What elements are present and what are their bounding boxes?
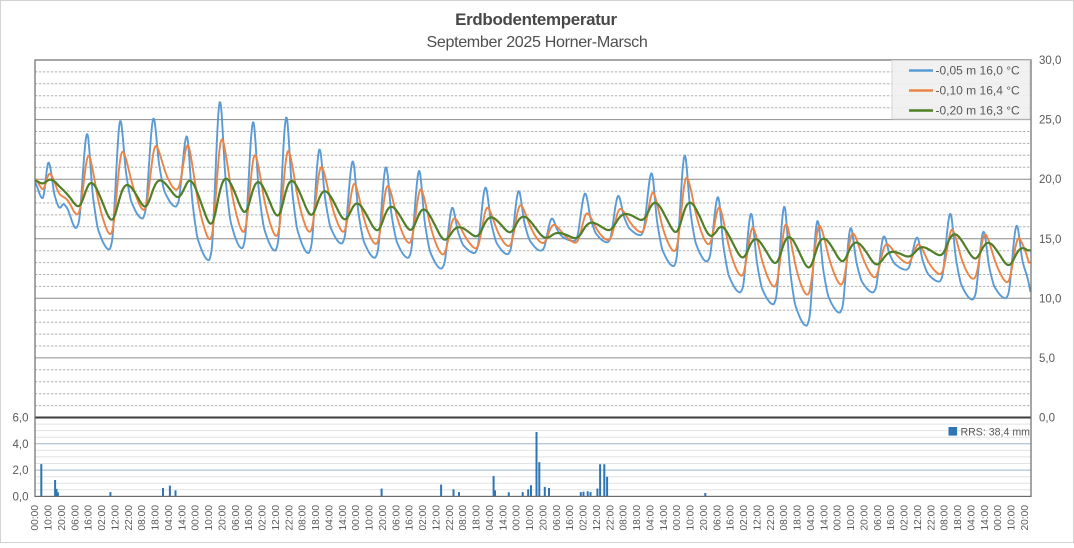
svg-text:5,0: 5,0 <box>1039 353 1055 365</box>
svg-text:20:00: 20:00 <box>699 505 710 531</box>
svg-text:4,0: 4,0 <box>13 439 29 451</box>
svg-text:10:00: 10:00 <box>1007 505 1018 531</box>
svg-text:08:00: 08:00 <box>779 505 790 531</box>
svg-text:20:00: 20:00 <box>538 505 549 531</box>
svg-text:12:00: 12:00 <box>431 505 442 531</box>
svg-text:2,0: 2,0 <box>13 465 29 477</box>
svg-text:-0,10 m 16,4 °C: -0,10 m 16,4 °C <box>936 84 1021 98</box>
svg-text:12:00: 12:00 <box>110 505 121 531</box>
svg-text:0,0: 0,0 <box>13 491 29 503</box>
svg-text:25,0: 25,0 <box>1039 115 1061 127</box>
svg-text:14:00: 14:00 <box>659 505 670 531</box>
svg-text:04:00: 04:00 <box>164 505 175 531</box>
svg-text:14:00: 14:00 <box>980 505 991 531</box>
svg-text:-0,05 m 16,0 °C: -0,05 m 16,0 °C <box>936 64 1021 78</box>
svg-text:18:00: 18:00 <box>151 505 162 531</box>
svg-text:14:00: 14:00 <box>498 505 509 531</box>
svg-text:16:00: 16:00 <box>565 505 576 531</box>
svg-text:RRS: 38,4 mm: RRS: 38,4 mm <box>961 427 1031 439</box>
svg-text:0,0: 0,0 <box>1039 413 1055 425</box>
svg-text:00:00: 00:00 <box>512 505 523 531</box>
svg-text:22:00: 22:00 <box>445 505 456 531</box>
svg-text:20:00: 20:00 <box>57 505 68 531</box>
svg-text:10:00: 10:00 <box>525 505 536 531</box>
svg-text:20:00: 20:00 <box>378 505 389 531</box>
svg-text:10,0: 10,0 <box>1039 293 1061 305</box>
svg-text:16:00: 16:00 <box>84 505 95 531</box>
svg-text:04:00: 04:00 <box>966 505 977 531</box>
svg-text:20:00: 20:00 <box>217 505 228 531</box>
svg-text:08:00: 08:00 <box>298 505 309 531</box>
svg-text:16:00: 16:00 <box>405 505 416 531</box>
svg-text:02:00: 02:00 <box>97 505 108 531</box>
svg-text:15,0: 15,0 <box>1039 234 1061 246</box>
svg-text:20,0: 20,0 <box>1039 174 1061 186</box>
svg-text:02:00: 02:00 <box>258 505 269 531</box>
svg-text:14:00: 14:00 <box>338 505 349 531</box>
svg-text:04:00: 04:00 <box>645 505 656 531</box>
svg-text:18:00: 18:00 <box>793 505 804 531</box>
svg-text:06:00: 06:00 <box>873 505 884 531</box>
svg-text:30,0: 30,0 <box>1039 55 1061 67</box>
svg-text:06:00: 06:00 <box>70 505 81 531</box>
svg-text:00:00: 00:00 <box>351 505 362 531</box>
svg-text:22:00: 22:00 <box>766 505 777 531</box>
svg-text:16:00: 16:00 <box>726 505 737 531</box>
svg-text:6,0: 6,0 <box>13 413 29 425</box>
svg-text:12:00: 12:00 <box>913 505 924 531</box>
svg-text:16:00: 16:00 <box>886 505 897 531</box>
svg-text:22:00: 22:00 <box>284 505 295 531</box>
svg-text:00:00: 00:00 <box>833 505 844 531</box>
svg-text:08:00: 08:00 <box>458 505 469 531</box>
svg-text:10:00: 10:00 <box>365 505 376 531</box>
svg-text:06:00: 06:00 <box>391 505 402 531</box>
svg-text:10:00: 10:00 <box>686 505 697 531</box>
svg-text:12:00: 12:00 <box>271 505 282 531</box>
svg-text:02:00: 02:00 <box>579 505 590 531</box>
svg-text:08:00: 08:00 <box>619 505 630 531</box>
svg-text:04:00: 04:00 <box>485 505 496 531</box>
svg-text:Erdbodentemperatur: Erdbodentemperatur <box>455 10 617 29</box>
svg-text:20:00: 20:00 <box>1020 505 1031 531</box>
svg-text:September 2025 Horner-Marsch: September 2025 Horner-Marsch <box>427 33 648 51</box>
svg-text:04:00: 04:00 <box>806 505 817 531</box>
svg-text:12:00: 12:00 <box>592 505 603 531</box>
svg-text:02:00: 02:00 <box>418 505 429 531</box>
svg-text:00:00: 00:00 <box>191 505 202 531</box>
svg-text:00:00: 00:00 <box>30 505 41 531</box>
svg-text:00:00: 00:00 <box>993 505 1004 531</box>
svg-text:06:00: 06:00 <box>552 505 563 531</box>
svg-text:18:00: 18:00 <box>311 505 322 531</box>
svg-text:04:00: 04:00 <box>324 505 335 531</box>
svg-text:16:00: 16:00 <box>244 505 255 531</box>
svg-text:18:00: 18:00 <box>632 505 643 531</box>
svg-text:08:00: 08:00 <box>137 505 148 531</box>
svg-text:22:00: 22:00 <box>124 505 135 531</box>
svg-text:00:00: 00:00 <box>672 505 683 531</box>
svg-text:20:00: 20:00 <box>859 505 870 531</box>
svg-text:22:00: 22:00 <box>605 505 616 531</box>
svg-text:06:00: 06:00 <box>712 505 723 531</box>
svg-text:02:00: 02:00 <box>900 505 911 531</box>
svg-text:18:00: 18:00 <box>953 505 964 531</box>
svg-text:22:00: 22:00 <box>926 505 937 531</box>
svg-text:14:00: 14:00 <box>177 505 188 531</box>
svg-text:08:00: 08:00 <box>940 505 951 531</box>
svg-text:14:00: 14:00 <box>819 505 830 531</box>
svg-text:02:00: 02:00 <box>739 505 750 531</box>
svg-text:-0,20 m 16,3 °C: -0,20 m 16,3 °C <box>936 104 1021 118</box>
svg-text:10:00: 10:00 <box>204 505 215 531</box>
svg-text:18:00: 18:00 <box>472 505 483 531</box>
svg-text:10:00: 10:00 <box>846 505 857 531</box>
svg-text:12:00: 12:00 <box>752 505 763 531</box>
svg-text:10:00: 10:00 <box>44 505 55 531</box>
svg-text:06:00: 06:00 <box>231 505 242 531</box>
